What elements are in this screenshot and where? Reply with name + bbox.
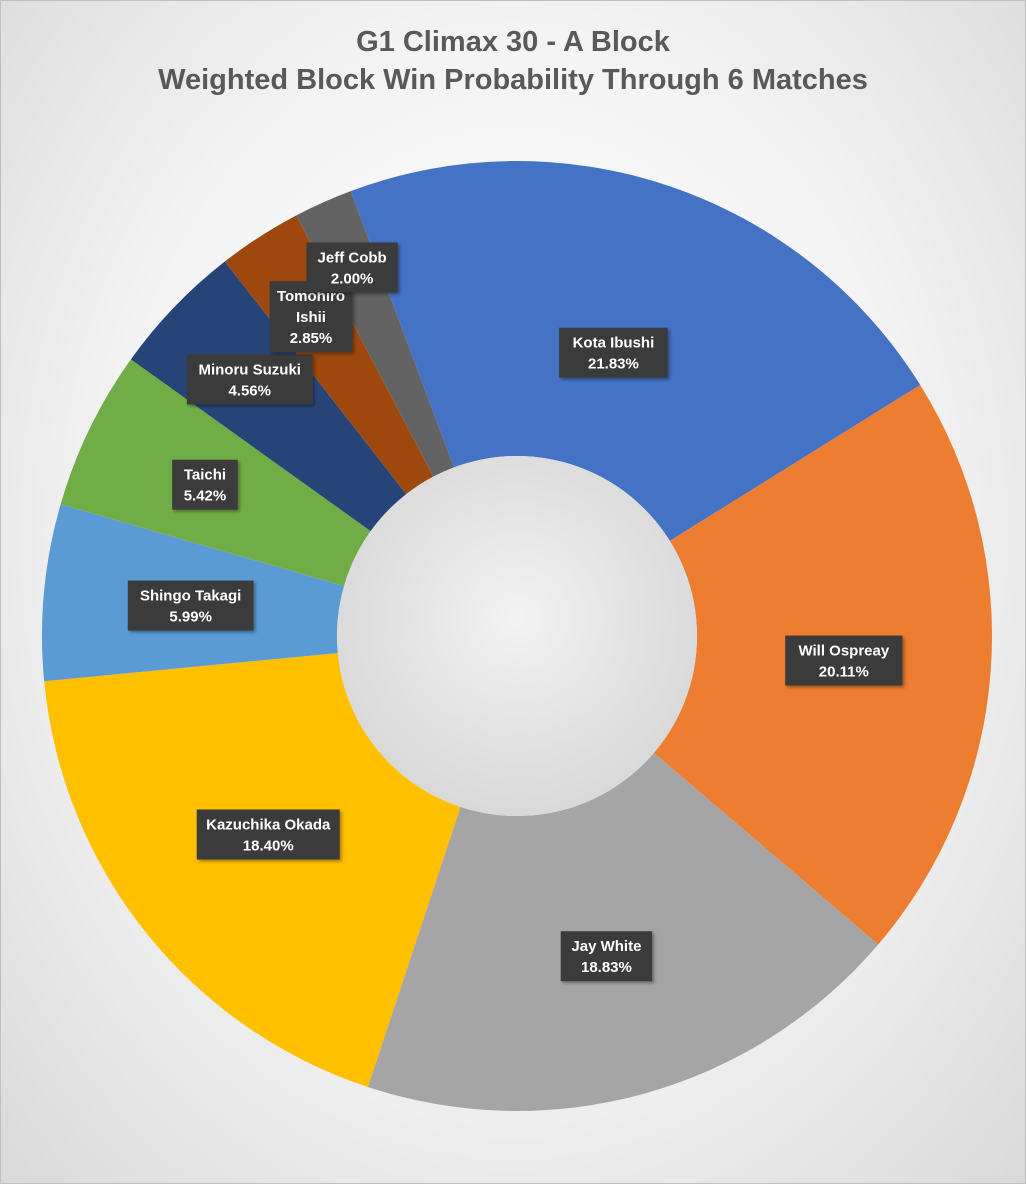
data-label-box [559, 327, 668, 378]
data-label-value: 21.83% [588, 356, 639, 373]
data-label-name: Will Ospreay [798, 643, 889, 660]
data-label-box [127, 580, 254, 631]
data-label-name: Tomohiro [277, 288, 345, 305]
data-label-box [196, 809, 340, 860]
data-label-name: Shingo Takagi [140, 588, 241, 605]
data-label-value: 4.56% [228, 382, 271, 399]
data-label-name: Ishii [296, 309, 326, 326]
data-label-box [269, 281, 353, 353]
data-label-name: Kazuchika Okada [206, 816, 331, 833]
data-label-tomohiro-ishii: Tomohiro Ishii 2.85% [269, 281, 353, 353]
data-label-value: 5.99% [169, 609, 212, 626]
data-label-value: 20.11% [819, 664, 869, 681]
data-label-box [785, 635, 903, 686]
data-label-name: Minoru Suzuki [198, 361, 301, 378]
data-label-box [306, 242, 398, 293]
data-label-will-ospreay: Will Ospreay 20.11% [785, 635, 903, 686]
data-label-jeff-cobb: Jeff Cobb 2.00% [306, 242, 398, 293]
data-label-minoru-suzuki: Minoru Suzuki 4.56% [186, 354, 313, 405]
data-label-value: 18.83% [581, 959, 632, 976]
data-label-box [560, 931, 653, 982]
data-label-name: Taichi [184, 467, 226, 484]
donut-hole [337, 456, 697, 816]
chart-title-line-1: G1 Climax 30 - A Block [356, 26, 670, 58]
data-label-name: Kota Ibushi [573, 335, 655, 352]
data-label-shingo-takagi: Shingo Takagi 5.99% [127, 580, 254, 631]
chart-subtitle: Weighted Block Win Probability Through 6… [158, 64, 868, 96]
data-label-kota-ibushi: Kota Ibushi 21.83% [559, 327, 668, 378]
data-label-value: 2.00% [331, 270, 374, 287]
data-label-jay-white: Jay White 18.83% [560, 931, 653, 982]
data-label-name: Jeff Cobb [318, 249, 387, 266]
chart-title: G1 Climax 30 - A Block Weighted Block Wi… [1, 23, 1025, 99]
data-label-name: Jay White [571, 938, 641, 955]
data-label-value: 2.85% [290, 330, 333, 347]
data-label-taichi: Taichi 5.42% [172, 459, 238, 510]
data-label-value: 5.42% [184, 488, 227, 505]
data-label-box [172, 459, 238, 510]
data-label-value: 18.40% [243, 837, 294, 854]
data-label-kazuchika-okada: Kazuchika Okada 18.40% [196, 809, 340, 860]
data-label-box [186, 354, 313, 405]
slice-kazuchika-okada [44, 653, 461, 1087]
